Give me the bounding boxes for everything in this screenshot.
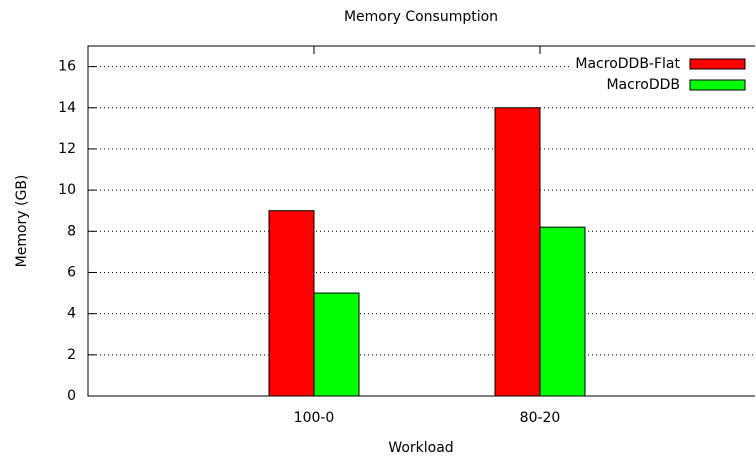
legend-swatch	[689, 79, 746, 91]
bar	[313, 292, 360, 397]
chart-title: Memory Consumption	[344, 9, 498, 25]
y-tick-label: 4	[67, 306, 76, 322]
y-tick-label: 8	[67, 223, 76, 239]
x-tick-label: 100-0	[294, 410, 335, 426]
y-tick-label: 12	[58, 141, 76, 157]
x-tick-label: 80-20	[520, 410, 561, 426]
bar	[494, 107, 541, 397]
y-tick-label: 2	[67, 347, 76, 363]
bar	[268, 210, 315, 397]
plot-border	[87, 45, 755, 397]
legend-label: MacroDDB	[606, 77, 680, 93]
y-tick-label: 14	[58, 100, 76, 116]
y-tick-label: 0	[67, 388, 76, 404]
bar	[539, 226, 586, 397]
legend-label: MacroDDB-Flat	[575, 56, 680, 72]
legend-swatch	[689, 58, 746, 70]
y-tick-label: 16	[58, 59, 76, 75]
y-tick-label: 10	[58, 182, 76, 198]
y-tick-label: 6	[67, 264, 76, 280]
x-axis-label: Workload	[388, 440, 453, 456]
y-axis-label: Memory (GB)	[14, 175, 30, 268]
